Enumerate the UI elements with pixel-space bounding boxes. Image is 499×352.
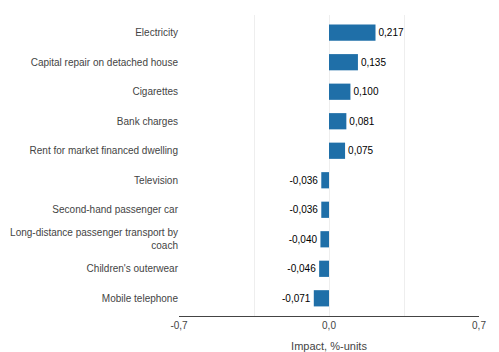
svg-text:-0,036: -0,036 xyxy=(289,204,318,215)
svg-text:Television: Television xyxy=(134,175,178,186)
svg-text:0,0: 0,0 xyxy=(322,320,336,331)
svg-text:Second-hand passenger car: Second-hand passenger car xyxy=(52,204,178,215)
svg-text:-0,071: -0,071 xyxy=(282,293,311,304)
svg-text:Rent for market financed dwell: Rent for market financed dwelling xyxy=(30,145,178,156)
svg-text:Mobile telephone: Mobile telephone xyxy=(102,293,179,304)
svg-text:-0,046: -0,046 xyxy=(287,263,316,274)
svg-text:-0,7: -0,7 xyxy=(170,320,188,331)
svg-text:0,100: 0,100 xyxy=(353,86,378,97)
svg-text:Impact, %-units: Impact, %-units xyxy=(291,340,367,352)
svg-text:Bank charges: Bank charges xyxy=(117,116,178,127)
svg-text:Long-distance passenger transp: Long-distance passenger transport bycoac… xyxy=(10,227,178,251)
svg-text:0,217: 0,217 xyxy=(379,27,404,38)
svg-text:-0,040: -0,040 xyxy=(289,234,318,245)
svg-text:Children's outerwear: Children's outerwear xyxy=(87,263,179,274)
svg-text:Electricity: Electricity xyxy=(135,27,178,38)
svg-text:-0,036: -0,036 xyxy=(289,175,318,186)
svg-text:0,081: 0,081 xyxy=(349,116,374,127)
svg-text:Capital repair on detached hou: Capital repair on detached house xyxy=(31,57,179,68)
svg-text:Cigarettes: Cigarettes xyxy=(132,86,178,97)
svg-text:0,7: 0,7 xyxy=(472,320,486,331)
svg-text:0,075: 0,075 xyxy=(348,145,373,156)
svg-text:0,135: 0,135 xyxy=(361,57,386,68)
